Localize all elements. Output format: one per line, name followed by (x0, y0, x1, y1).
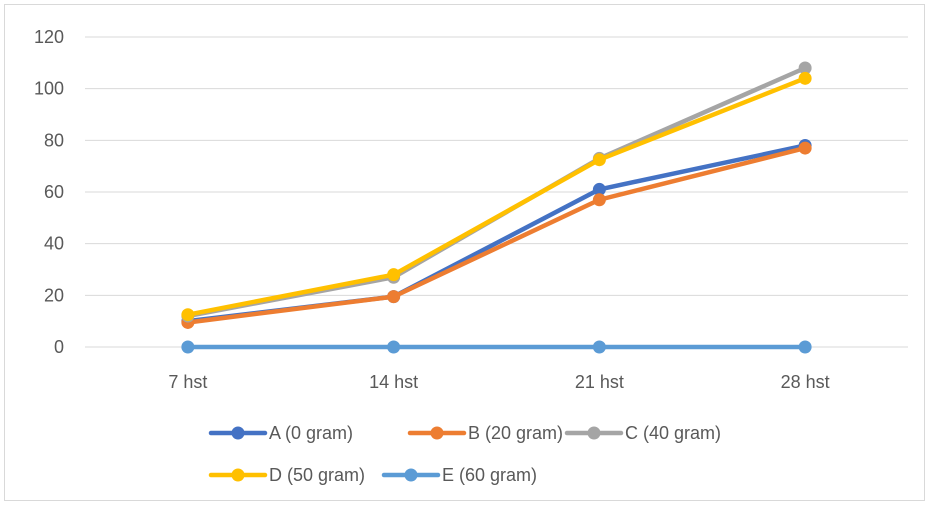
data-point (592, 153, 606, 167)
legend-marker (404, 468, 418, 482)
legend-label: E (60 gram) (442, 465, 537, 485)
data-point (798, 61, 812, 75)
data-point (592, 182, 606, 196)
legend-item: A (0 gram) (208, 423, 353, 443)
data-point (798, 71, 812, 85)
y-tick-label: 20 (44, 285, 64, 305)
data-point (798, 340, 812, 354)
legend-marker (587, 426, 601, 440)
y-axis-tick-labels: 0 20 40 60 80 100 120 (34, 27, 64, 357)
legend-item: D (50 gram) (208, 465, 365, 485)
legend-item: B (20 gram) (407, 423, 563, 443)
series-4 (181, 71, 812, 322)
legend-item: C (40 gram) (564, 423, 721, 443)
x-tick-label: 28 hst (781, 372, 830, 392)
data-point (592, 340, 606, 354)
series-line (185, 145, 808, 325)
legend-label: B (20 gram) (468, 423, 563, 443)
y-tick-label: 80 (44, 130, 64, 150)
data-point (387, 290, 401, 304)
series-5 (181, 340, 812, 354)
series-lines (181, 61, 812, 354)
legend-marker (430, 426, 444, 440)
legend-marker (231, 426, 245, 440)
legend-item: E (60 gram) (381, 465, 537, 485)
data-point (387, 340, 401, 354)
legend-label: A (0 gram) (269, 423, 353, 443)
y-tick-label: 100 (34, 79, 64, 99)
legend-marker (231, 468, 245, 482)
data-point (387, 268, 401, 282)
x-tick-label: 21 hst (575, 372, 624, 392)
series-line (185, 76, 808, 317)
legend-label: C (40 gram) (625, 423, 721, 443)
data-point (181, 308, 195, 322)
data-point (798, 141, 812, 155)
chart-frame (4, 4, 925, 501)
x-tick-label: 7 hst (168, 372, 207, 392)
y-tick-label: 0 (54, 337, 64, 357)
gridlines (85, 36, 908, 348)
data-point (592, 193, 606, 207)
data-point (181, 340, 195, 354)
legend-label: D (50 gram) (269, 465, 365, 485)
y-tick-label: 60 (44, 182, 64, 202)
y-tick-label: 40 (44, 234, 64, 254)
x-tick-label: 14 hst (369, 372, 418, 392)
x-axis-tick-labels: 7 hst 14 hst 21 hst 28 hst (168, 372, 829, 392)
y-tick-label: 120 (34, 27, 64, 47)
legend: A (0 gram) B (20 gram) C (40 gram) D (50 gr… (208, 423, 721, 485)
